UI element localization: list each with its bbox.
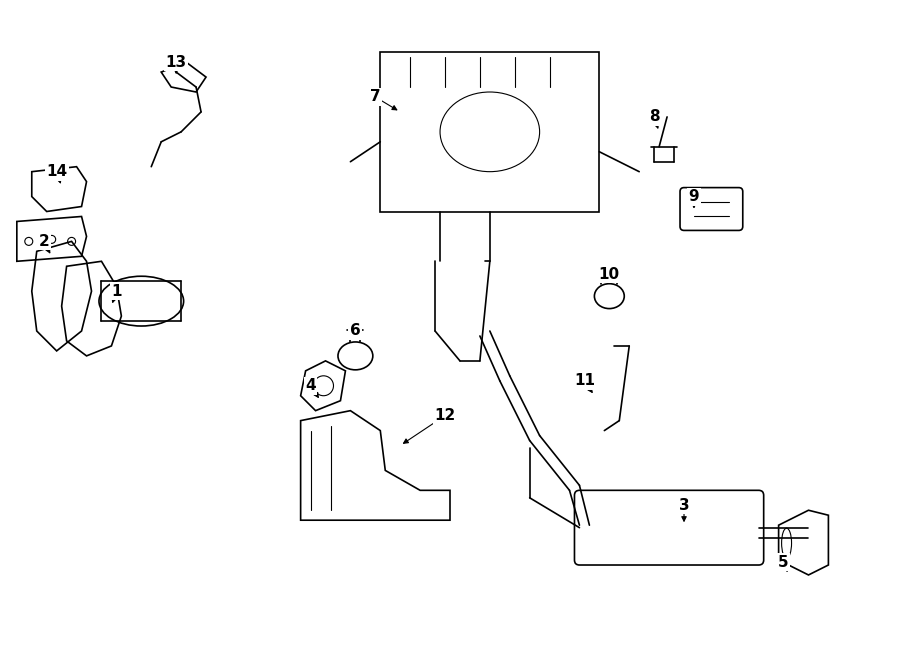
- Text: 11: 11: [574, 373, 595, 388]
- Text: 14: 14: [46, 164, 68, 179]
- Text: 13: 13: [166, 55, 186, 69]
- Text: 2: 2: [39, 234, 50, 249]
- Text: 7: 7: [370, 89, 381, 104]
- Text: 3: 3: [679, 498, 689, 513]
- Text: 10: 10: [598, 267, 620, 282]
- Text: 4: 4: [305, 378, 316, 393]
- Text: 12: 12: [435, 408, 455, 423]
- Text: 6: 6: [350, 323, 361, 338]
- Text: 5: 5: [778, 555, 789, 570]
- Text: 8: 8: [649, 110, 660, 124]
- Bar: [381, 52, 599, 212]
- Text: 1: 1: [112, 284, 122, 299]
- Text: 9: 9: [688, 189, 699, 204]
